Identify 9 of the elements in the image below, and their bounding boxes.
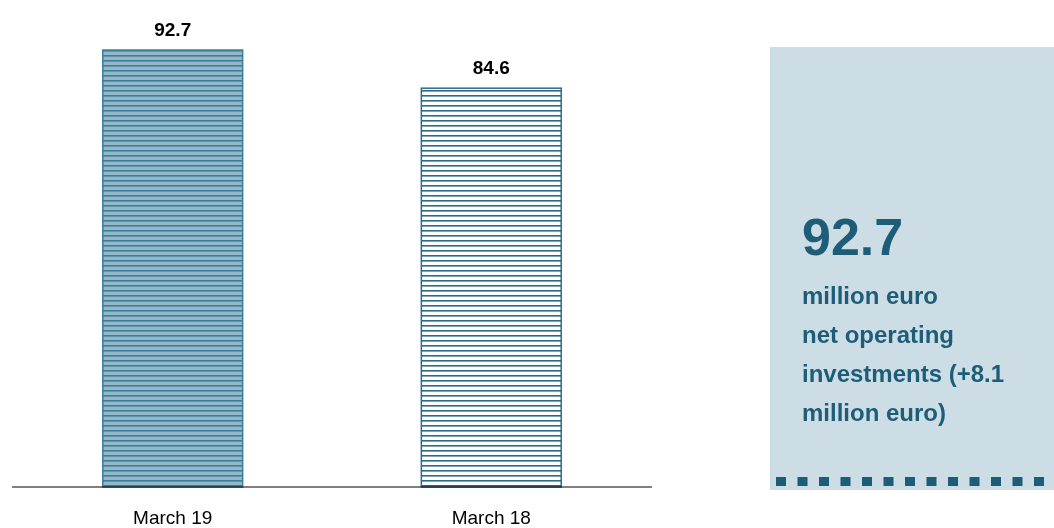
text: million euro [802,282,939,309]
x-tick-label: March 18 [451,507,531,528]
text: investments (+8.1 [802,360,1005,387]
x-tick-label: March 19 [133,507,213,528]
text: million euro) [802,399,946,426]
text: 92.7 [802,208,904,266]
text: net operating [802,321,955,348]
data-label: 92.7 [154,19,192,40]
data-label: 84.6 [472,57,510,79]
